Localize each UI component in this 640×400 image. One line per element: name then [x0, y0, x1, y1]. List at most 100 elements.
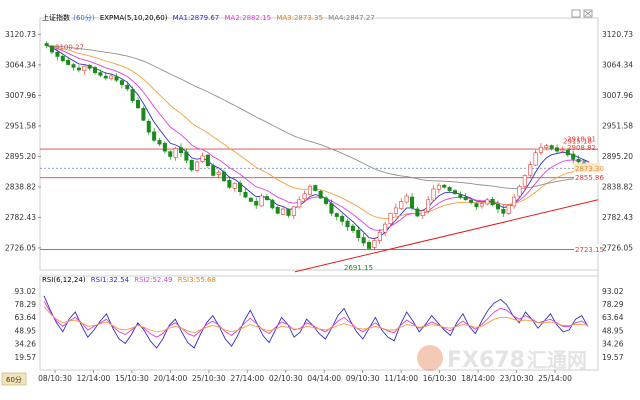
support-label-box — [574, 172, 600, 182]
x-tick-label: 15/10:30 — [115, 374, 149, 383]
rsi-y-tick-label-left: 63.64 — [15, 313, 37, 322]
candle-body — [248, 197, 253, 202]
candle-body — [458, 194, 463, 198]
candle-body — [485, 199, 490, 205]
candle-body — [157, 140, 162, 145]
candle-body — [82, 65, 87, 71]
watermark-cn: 汇通网 — [527, 348, 587, 372]
candle-body — [130, 89, 135, 102]
x-tick-label: 08/10:30 — [38, 374, 72, 383]
candle-body — [297, 199, 302, 208]
low-label: 2691.15 — [344, 264, 373, 272]
x-tick-label: 09/10:30 — [346, 374, 380, 383]
candle-body — [399, 201, 404, 209]
candle-body — [334, 213, 339, 217]
candle-body — [103, 75, 108, 79]
candle-body — [216, 171, 221, 175]
rsi-y-tick-label-right: 48.95 — [602, 326, 624, 335]
rsi-y-tick-label-left: 78.29 — [15, 300, 37, 309]
rsi-y-tick-label-left: 93.02 — [15, 287, 37, 296]
rsi-y-tick-label-right: 19.57 — [602, 353, 624, 362]
candle-body — [227, 179, 232, 188]
y-tick-label-left: 2838.82 — [5, 182, 36, 191]
candle-body — [549, 145, 554, 149]
candle-body — [275, 206, 280, 214]
y-tick-label-left: 2895.20 — [5, 152, 36, 161]
candle-body — [211, 165, 216, 176]
ma1-value: MA1:2879.67 — [173, 14, 220, 22]
candle-body — [291, 206, 296, 216]
period-button[interactable]: 60分 — [1, 372, 27, 386]
x-tick-label: 25/14:00 — [538, 374, 572, 383]
candle-body — [270, 199, 275, 209]
candle-body — [302, 193, 307, 200]
rsi-line-3 — [43, 306, 589, 334]
y-tick-label-right: 3120.73 — [602, 30, 633, 39]
expma-label: EXPMA(5,10,20,60) — [100, 14, 168, 22]
rsi-line-1 — [43, 295, 589, 349]
candle-body — [372, 240, 377, 248]
candle-body — [93, 67, 98, 73]
x-tick-label: 16/10:30 — [423, 374, 457, 383]
candle-body — [286, 208, 291, 216]
y-tick-label-left: 3064.34 — [5, 60, 36, 69]
candle-body — [522, 175, 527, 187]
candle-body — [162, 143, 167, 152]
horizontal-levels — [40, 148, 599, 273]
period-button-label: 60分 — [6, 375, 22, 384]
candle-body — [329, 203, 334, 214]
close-icon[interactable] — [583, 9, 593, 18]
x-tick-label: 18/14:00 — [461, 374, 495, 383]
x-tick-label: 02/10:30 — [269, 374, 303, 383]
y-tick-label-right: 3064.34 — [602, 60, 633, 69]
support-label: 2855.86 — [575, 174, 604, 182]
right-near-label: 2908.82 — [567, 144, 596, 152]
candle-body — [388, 213, 393, 224]
candle-body — [44, 43, 49, 46]
high-right-label: 2915.18 — [563, 138, 592, 146]
x-axis: 08/10:30 12/14:00 15/10:30 20/14:00 25/10:30… — [38, 370, 572, 383]
candle-body — [87, 64, 92, 69]
candle-body — [55, 51, 60, 57]
candle-body — [152, 131, 157, 141]
rsi1-value: RSI1:32.54 — [91, 276, 130, 284]
candle-body — [544, 145, 549, 148]
candle-body — [254, 201, 259, 206]
candle-body — [436, 184, 441, 190]
main-y-axis: 3120.73 3120.73 3064.34 3064.34 3007.96 3007.… — [5, 30, 633, 252]
candle-body — [205, 154, 210, 167]
candle-body — [560, 149, 565, 152]
maximize-icon[interactable] — [571, 9, 581, 18]
candle-body — [281, 208, 286, 215]
candle-body — [367, 242, 372, 249]
watermark: FX678 汇通网 — [417, 345, 587, 373]
candle-body — [383, 223, 388, 233]
candle-body — [442, 184, 447, 188]
ema-20-line — [46, 45, 590, 220]
candle-body — [318, 190, 323, 199]
candle-body — [195, 161, 200, 171]
high-left-label: 3100.27 — [55, 44, 84, 52]
candle-body — [350, 225, 355, 231]
rsi-title: RSI(6,12,24) — [42, 276, 86, 284]
fx678-logo-icon — [417, 345, 443, 371]
candle-body — [243, 191, 248, 198]
candle-body — [538, 147, 543, 153]
rsi-y-tick-label-right: 78.29 — [602, 300, 624, 309]
y-tick-label-right: 2782.43 — [602, 213, 633, 222]
window-controls[interactable] — [571, 9, 593, 18]
candle-body — [307, 185, 312, 195]
rsi-y-tick-label-right: 63.64 — [602, 313, 624, 322]
candle-body — [189, 159, 194, 171]
x-tick-label: 25/10:30 — [192, 374, 226, 383]
candle-body — [71, 64, 76, 68]
candle-body — [136, 99, 141, 109]
right-level-label: 2918.91 — [567, 136, 596, 144]
candle-body — [528, 164, 533, 176]
y-tick-label-left: 2782.43 — [5, 213, 36, 222]
x-tick-label: 23/10:30 — [500, 374, 534, 383]
rsi3-value: RSI3:55.68 — [178, 276, 216, 284]
ema-10-line — [46, 45, 590, 231]
candle-body — [168, 151, 173, 157]
